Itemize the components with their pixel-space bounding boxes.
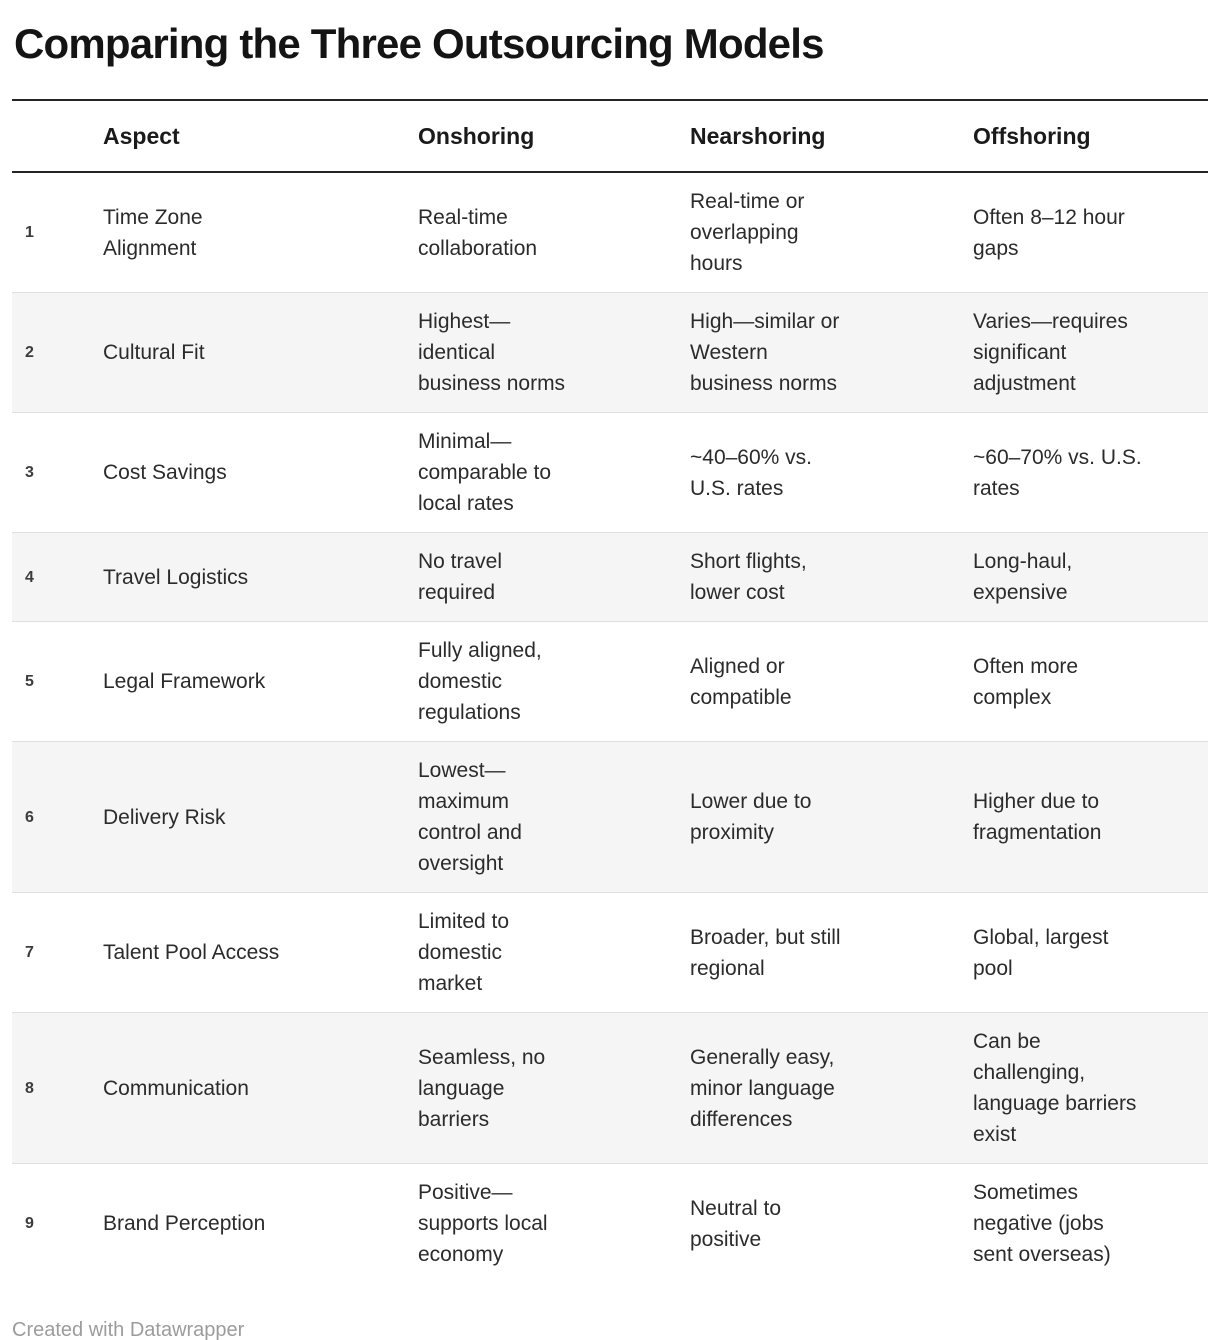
offshoring-cell: Varies—requires significant adjustment — [973, 310, 1128, 396]
onshoring-cell: Seamless, no language barriers — [418, 1045, 546, 1131]
table-row: 8 Communication Seamless, no language ba… — [12, 1012, 1208, 1164]
table-row: 1 Time Zone Alignment Real-time collabor… — [12, 172, 1208, 293]
column-header-onshoring: Onshoring — [418, 123, 535, 150]
offshoring-cell: Long-haul, expensive — [973, 550, 1073, 605]
nearshoring-cell: High—similar or Western business norms — [690, 310, 840, 396]
table-row: 2 Cultural Fit Highest— identical busine… — [12, 292, 1208, 413]
table-row: 4 Travel Logistics No travel required Sh… — [12, 532, 1208, 622]
column-header-aspect: Aspect — [103, 123, 180, 150]
aspect-cell: Communication — [103, 1076, 249, 1100]
table-header: Aspect Onshoring Nearshoring Offshoring — [12, 100, 1208, 173]
aspect-cell: Talent Pool Access — [103, 941, 280, 965]
table-row: 3 Cost Savings Minimal— comparable to lo… — [12, 412, 1208, 533]
offshoring-cell: Can be challenging, language barriers ex… — [973, 1030, 1137, 1147]
nearshoring-cell: Real-time or overlapping hours — [690, 190, 805, 276]
onshoring-cell: Fully aligned, domestic regulations — [418, 639, 542, 725]
row-number-cell: 8 — [25, 1079, 34, 1097]
row-number-cell: 7 — [25, 944, 34, 962]
table-row: 6 Delivery Risk Lowest— maximum control … — [12, 741, 1208, 893]
onshoring-cell: No travel required — [418, 550, 503, 605]
offshoring-cell: Higher due to fragmentation — [973, 790, 1102, 845]
nearshoring-cell: Lower due to proximity — [690, 790, 812, 845]
nearshoring-cell: Aligned or compatible — [690, 654, 792, 709]
nearshoring-cell: Broader, but still regional — [690, 925, 841, 980]
row-number-cell: 5 — [25, 673, 34, 691]
column-header-index — [12, 100, 103, 172]
column-header-offshoring: Offshoring — [973, 123, 1091, 150]
offshoring-cell: Often 8–12 hour gaps — [973, 205, 1125, 260]
aspect-cell: Cost Savings — [103, 461, 227, 485]
onshoring-cell: Positive— supports local economy — [418, 1181, 548, 1267]
row-number-cell: 9 — [25, 1215, 34, 1233]
aspect-cell: Brand Perception — [103, 1212, 266, 1236]
offshoring-cell: Global, largest pool — [973, 925, 1109, 980]
row-number-cell: 6 — [25, 808, 34, 826]
onshoring-cell: Highest— identical business norms — [418, 310, 566, 396]
table-row: 5 Legal Framework Fully aligned, domesti… — [12, 621, 1208, 742]
row-number-cell: 4 — [25, 568, 34, 586]
aspect-cell: Delivery Risk — [103, 805, 226, 829]
row-number-cell: 1 — [25, 224, 34, 242]
table-body: 1 Time Zone Alignment Real-time collabor… — [12, 172, 1208, 1283]
nearshoring-cell: Neutral to positive — [690, 1196, 782, 1251]
offshoring-cell: ~60–70% vs. U.S. rates — [973, 445, 1142, 500]
onshoring-cell: Limited to domestic market — [418, 910, 510, 996]
onshoring-cell: Real-time collaboration — [418, 205, 538, 260]
aspect-cell: Travel Logistics — [103, 565, 249, 589]
nearshoring-cell: Generally easy, minor language differenc… — [690, 1045, 835, 1131]
table-row: 9 Brand Perception Positive— supports lo… — [12, 1163, 1208, 1284]
header-row: Aspect Onshoring Nearshoring Offshoring — [12, 100, 1208, 173]
row-number-cell: 3 — [25, 464, 34, 482]
column-header-nearshoring: Nearshoring — [690, 123, 826, 150]
onshoring-cell: Lowest— maximum control and oversight — [418, 759, 522, 876]
onshoring-cell: Minimal— comparable to local rates — [418, 430, 552, 516]
offshoring-cell: Sometimes negative (jobs sent overseas) — [973, 1181, 1111, 1267]
row-number-cell: 2 — [25, 344, 34, 362]
aspect-cell: Time Zone Alignment — [103, 205, 203, 260]
aspect-cell: Legal Framework — [103, 670, 266, 694]
nearshoring-cell: ~40–60% vs. U.S. rates — [690, 445, 813, 500]
page-title: Comparing the Three Outsourcing Models — [14, 20, 824, 67]
attribution-text: Created with Datawrapper — [12, 1319, 245, 1340]
nearshoring-cell: Short flights, lower cost — [690, 550, 807, 605]
table-row: 7 Talent Pool Access Limited to domestic… — [12, 892, 1208, 1013]
offshoring-cell: Often more complex — [973, 654, 1079, 709]
aspect-cell: Cultural Fit — [103, 341, 205, 365]
comparison-table: Aspect Onshoring Nearshoring Offshoring … — [12, 99, 1208, 1283]
